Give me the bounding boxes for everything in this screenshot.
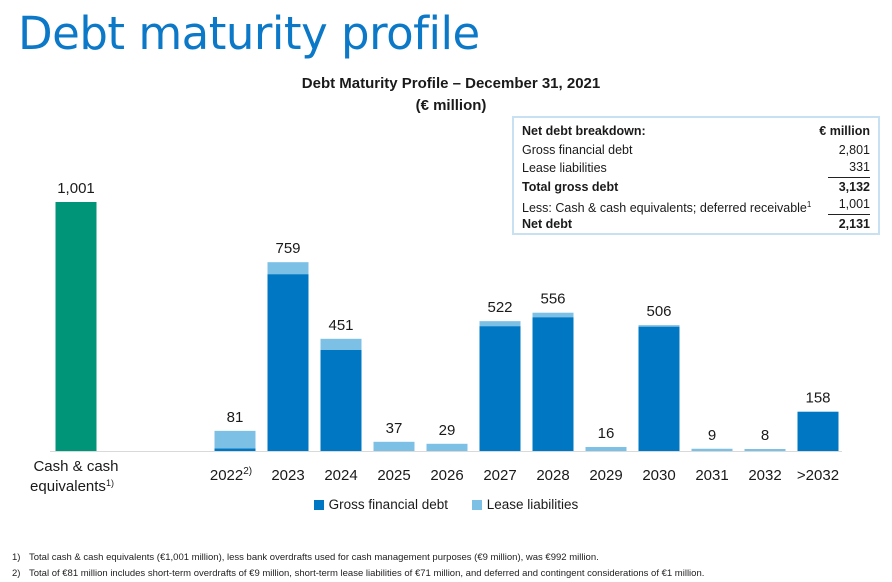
category-label: 2031 <box>695 467 728 484</box>
footnote-2: 2) Total of €81 million includes short-t… <box>12 566 704 582</box>
bar-segment-lease-2023 <box>267 262 309 275</box>
chart-title: Debt Maturity Profile – December 31, 202… <box>301 75 601 92</box>
footnote-number: 1) <box>12 552 21 563</box>
net-debt-row-label: Net debt <box>522 216 572 231</box>
category-label: 2029 <box>589 467 622 484</box>
net-debt-row: Less: Cash & cash equivalents; deferred … <box>522 196 870 215</box>
bar-segment-lease-2031 <box>691 448 733 451</box>
category-label: >2032 <box>797 467 839 484</box>
footnote-1: 1) Total cash & cash equivalents (€1,001… <box>12 550 704 566</box>
bar-segment-gross-2030 <box>638 326 680 451</box>
data-label: 158 <box>805 390 830 407</box>
net-debt-row-value: 1,001 <box>828 196 870 215</box>
footnote-text: Total cash & cash equivalents (€1,001 mi… <box>29 552 599 563</box>
category-label: equivalents1) <box>30 478 114 495</box>
bar-segment-lease-2032 <box>744 449 786 451</box>
net-debt-row: Total gross debt 3,132 <box>522 178 870 197</box>
bar-segment-lease-2028 <box>532 312 574 318</box>
net-debt-row-value: 2,131 <box>838 216 870 231</box>
net-debt-row-value: 3,132 <box>838 179 870 194</box>
category-label: 2027 <box>483 467 516 484</box>
footnote-ref: 1 <box>806 200 812 209</box>
net-debt-row-label: Total gross debt <box>522 179 619 194</box>
legend-swatch-gross <box>313 499 324 510</box>
bar-segment-lease-2027 <box>479 321 521 327</box>
net-debt-row: Net debt 2,131 <box>522 215 870 234</box>
net-debt-row-label: Gross financial debt <box>522 142 633 157</box>
chart-legend: Gross financial debt Lease liabilities <box>0 497 892 513</box>
bar-segment-gross-2022 <box>214 448 256 451</box>
data-label: 16 <box>598 425 615 442</box>
data-label: 759 <box>275 240 300 257</box>
category-label: 2025 <box>377 467 410 484</box>
category-label: 2026 <box>430 467 463 484</box>
data-label: 81 <box>227 409 244 426</box>
data-label: 9 <box>708 427 716 444</box>
bar-segment-lease-2029 <box>585 447 627 451</box>
category-label: 2024 <box>324 467 357 484</box>
footnote-ref: 2) <box>243 466 252 477</box>
data-label: 8 <box>761 427 769 444</box>
net-debt-row-label: Less: Cash & cash equivalents; deferred … <box>522 200 812 216</box>
bar-segment-lease-2030 <box>638 325 680 327</box>
chart-title-block: Debt Maturity Profile – December 31, 202… <box>0 73 892 117</box>
category-label: Cash & cash <box>33 458 118 475</box>
footnote-ref: 1) <box>106 478 114 488</box>
bar-segment-gross-2028 <box>532 317 574 451</box>
footnotes: 1) Total cash & cash equivalents (€1,001… <box>12 550 704 582</box>
net-debt-row-label: Lease liabilities <box>522 161 607 175</box>
net-debt-header-unit: € million <box>819 124 870 138</box>
net-debt-header-row: Net debt breakdown: € million <box>522 122 870 141</box>
data-label: 522 <box>487 299 512 316</box>
legend-label: Lease liabilities <box>486 497 579 512</box>
data-label: 506 <box>646 303 671 320</box>
bar-segment-gross-2024 <box>320 349 362 451</box>
data-label: 1,001 <box>57 180 95 197</box>
category-label: 2032 <box>748 467 781 484</box>
data-label: 37 <box>386 420 403 437</box>
page-title: Debt maturity profile <box>18 7 480 60</box>
bar-segment-lease-2026 <box>426 443 468 451</box>
net-debt-header-label: Net debt breakdown: <box>522 124 646 138</box>
footnote-text: Total of €81 million includes short-term… <box>29 568 705 579</box>
net-debt-row: Gross financial debt 2,801 <box>522 141 870 160</box>
legend-item-gross-financial-debt: Gross financial debt <box>313 497 448 512</box>
legend-label: Gross financial debt <box>328 497 448 512</box>
category-label: 2023 <box>271 467 304 484</box>
net-debt-row: Lease liabilities 331 <box>522 159 870 178</box>
net-debt-breakdown-table: Net debt breakdown: € million Gross fina… <box>512 116 880 235</box>
bar-segment-lease-2022 <box>214 430 256 449</box>
chart-subtitle: (€ million) <box>415 97 487 114</box>
legend-item-lease-liabilities: Lease liabilities <box>471 497 579 512</box>
category-label: 2028 <box>536 467 569 484</box>
data-label: 556 <box>540 291 565 308</box>
bar-segment-gross-2023 <box>267 274 309 451</box>
bar-cash-equivalents <box>55 202 97 451</box>
footnote-number: 2) <box>12 568 21 579</box>
bar-segment-lease-2025 <box>373 441 415 451</box>
data-label: 29 <box>439 422 456 439</box>
net-debt-row-value: 331 <box>828 159 870 178</box>
bar-segment-gross-2027 <box>479 326 521 451</box>
category-label: 20222) <box>210 466 252 484</box>
legend-swatch-lease <box>471 499 482 510</box>
data-label: 451 <box>328 317 353 334</box>
category-label: 2030 <box>642 467 675 484</box>
net-debt-row-value: 2,801 <box>838 142 870 157</box>
bar-segment-lease-2024 <box>320 338 362 350</box>
bar-segment-gross-gt2032 <box>797 411 839 451</box>
